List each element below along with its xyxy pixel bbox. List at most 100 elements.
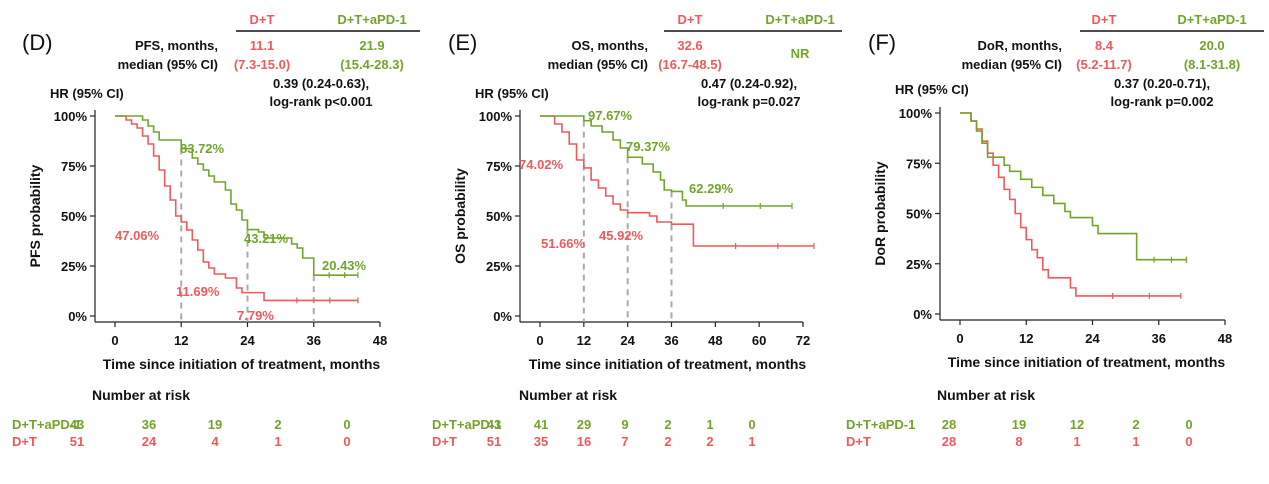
logrank-p: log-rank p=0.027 [698,94,801,109]
x-tick-label: 72 [796,333,810,348]
risk-row-label: D+T+aPD-1 [12,417,81,432]
risk-count: 12 [1070,417,1084,432]
header-dt: D+T [1092,12,1117,27]
risk-title: Number at risk [92,387,190,403]
x-tick-label: 0 [536,333,543,348]
risk-count: 36 [142,417,156,432]
hr-value: 0.47 (0.24-0.92), [701,76,797,91]
risk-count: 0 [748,417,755,432]
x-axis-title: Time since initiation of treatment, mont… [529,356,807,372]
km-curve-dt [540,115,814,247]
x-tick-label: 60 [752,333,766,348]
x-tick-label: 12 [577,333,591,348]
stat-label-line1: OS, months, [571,38,648,53]
landmark-label: 62.29% [689,181,734,196]
ci-dt: (5.2-11.7) [1076,57,1132,72]
x-tick-label: 24 [1085,331,1100,346]
stat-label-line1: DoR, months, [978,38,1063,53]
risk-count: 1 [1132,434,1139,449]
km-curve-dtpd1 [540,115,793,207]
risk-count: 0 [343,417,350,432]
risk-row-label: D+T+aPD-1 [846,417,915,432]
risk-count: 8 [1015,434,1022,449]
y-tick-label: 25% [906,257,932,272]
km-curve-dt [960,112,1181,297]
landmark-label: 7.79% [237,308,274,323]
risk-count: 0 [1185,417,1192,432]
hr-label: HR (95% CI) [895,82,969,97]
x-axis-title: Time since initiation of treatment, mont… [103,356,381,372]
panel-label: (E) [448,30,477,55]
header-dtpd1: D+T+aPD-1 [337,12,406,27]
risk-count: 19 [1012,417,1026,432]
y-tick-label: 0% [493,309,512,324]
km-panel-f: (F) D+T D+T+aPD-1 DoR, months, median (95% C… [846,12,1264,449]
risk-count: 2 [706,434,713,449]
risk-count: 51 [487,434,501,449]
stat-label-line1: PFS, months, [135,38,218,53]
landmark-label: 43.21% [244,231,289,246]
stat-label-line2: median (95% CI) [962,57,1062,72]
y-tick-label: 75% [486,159,512,174]
y-tick-label: 100% [54,109,88,124]
y-tick-label: 0% [913,307,932,322]
median-dt: 11.1 [250,38,275,53]
km-curve-dtpd1 [115,115,358,276]
risk-title: Number at risk [937,387,1035,403]
risk-count: 43 [487,417,501,432]
risk-count: 19 [208,417,222,432]
risk-count: 1 [1073,434,1080,449]
x-tick-label: 24 [620,333,635,348]
y-tick-label: 75% [61,159,87,174]
y-tick-label: 0% [68,309,87,324]
x-axis-title: Time since initiation of treatment, mont… [948,354,1226,370]
landmark-label: 97.67% [588,108,633,123]
risk-count: 35 [534,434,548,449]
stat-label-line2: median (95% CI) [548,57,648,72]
y-tick-label: 100% [479,109,513,124]
risk-row-label: D+T [12,434,37,449]
header-dtpd1: D+T+aPD-1 [1177,12,1246,27]
risk-count: 29 [577,417,591,432]
ci-dt: (16.7-48.5) [658,57,722,72]
ci-dtpd1: (8.1-31.8) [1184,57,1240,72]
median-dtpd1: NR [791,46,810,61]
x-tick-label: 0 [111,333,118,348]
risk-count: 16 [577,434,591,449]
y-tick-label: 75% [906,156,932,171]
landmark-label: 51.66% [541,236,586,251]
ci-dtpd1: (15.4-28.3) [340,57,404,72]
risk-row-label: D+T+aPD-1 [432,417,501,432]
panel-label: (D) [22,30,53,55]
landmark-label: 74.02% [519,157,564,172]
median-dt: 8.4 [1095,38,1114,53]
risk-count: 1 [274,434,281,449]
landmark-label: 11.69% [176,284,220,299]
risk-count: 2 [1132,417,1139,432]
y-tick-label: 100% [899,106,933,121]
km-panel-e: (E) D+T D+T+aPD-1 OS, months, median (95% CI… [432,12,842,449]
y-tick-label: 25% [486,259,512,274]
x-tick-label: 12 [1019,331,1033,346]
y-tick-label: 50% [486,209,512,224]
risk-count: 7 [621,434,628,449]
km-curve-dt [115,115,358,302]
x-tick-label: 24 [240,333,255,348]
landmark-label: 45.92% [599,228,644,243]
stat-label-line2: median (95% CI) [118,57,218,72]
y-axis-title: OS probability [452,168,468,264]
risk-title: Number at risk [519,387,617,403]
risk-count: 0 [1185,434,1192,449]
landmark-label: 79.37% [626,139,671,154]
risk-count: 9 [621,417,628,432]
landmark-label: 47.06% [115,228,160,243]
risk-count: 1 [748,434,755,449]
x-tick-label: 0 [956,331,963,346]
risk-count: 0 [343,434,350,449]
y-tick-label: 50% [906,207,932,222]
y-axis-title: DoR probability [872,161,888,265]
hr-value: 0.37 (0.20-0.71), [1114,76,1210,91]
median-dt: 32.6 [677,38,702,53]
risk-count: 2 [664,417,671,432]
risk-count: 51 [70,434,84,449]
